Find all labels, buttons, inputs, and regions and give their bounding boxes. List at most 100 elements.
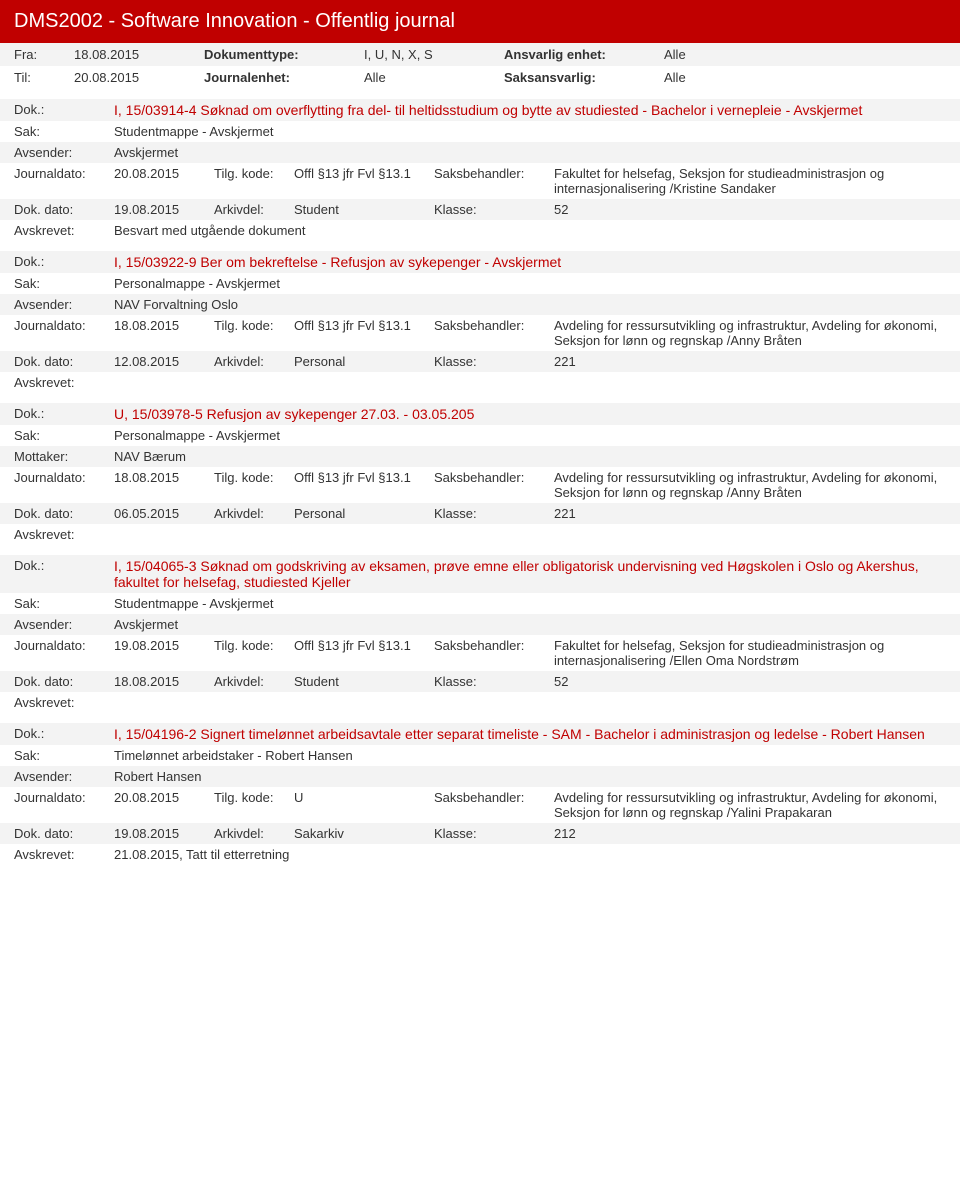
- party-row: Avsender:NAV Forvaltning Oslo: [0, 294, 960, 315]
- tilg-value: Offl §13 jfr Fvl §13.1: [294, 318, 434, 333]
- klasse-label: Klasse:: [434, 202, 554, 217]
- dok-label: Dok.:: [14, 406, 114, 421]
- arkivdel-value: Personal: [294, 354, 434, 369]
- party-row: Avsender:Avskjermet: [0, 142, 960, 163]
- arkivdel-label: Arkivdel:: [214, 354, 294, 369]
- tilg-label: Tilg. kode:: [214, 166, 294, 181]
- dokdato-label: Dok. dato:: [14, 674, 114, 689]
- tilg-label: Tilg. kode:: [214, 318, 294, 333]
- sak-row: Sak:Personalmappe - Avskjermet: [0, 273, 960, 294]
- avskrevet-label: Avskrevet:: [14, 527, 114, 542]
- dok-label: Dok.:: [14, 558, 114, 573]
- saksbehandler-value: Fakultet for helsefag, Seksjon for studi…: [554, 166, 946, 196]
- journal-entry: Dok.:I, 15/04065-3 Søknad om godskriving…: [0, 555, 960, 713]
- avskrevet-label: Avskrevet:: [14, 375, 114, 390]
- dok-title: I, 15/04196-2 Signert timelønnet arbeids…: [114, 726, 946, 742]
- fra-value: 18.08.2015: [74, 47, 204, 62]
- party-label: Avsender:: [14, 145, 114, 160]
- journaldato-row: Journaldato:18.08.2015Tilg. kode:Offl §1…: [0, 315, 960, 351]
- dokdato-label: Dok. dato:: [14, 506, 114, 521]
- saksbehandler-value: Fakultet for helsefag, Seksjon for studi…: [554, 638, 946, 668]
- fra-label: Fra:: [14, 47, 74, 62]
- journaldato-label: Journaldato:: [14, 790, 114, 805]
- ansvarlig-value: Alle: [664, 47, 686, 62]
- entries-container: Dok.: I, 15/03914-4 Søknad om overflyttin…: [0, 99, 960, 865]
- arkivdel-value: Personal: [294, 506, 434, 521]
- arkivdel-value: Sakarkiv: [294, 826, 434, 841]
- journaldato-value: 20.08.2015: [114, 790, 214, 805]
- sak-value: Personalmappe - Avskjermet: [114, 276, 946, 291]
- dokdato-value: 18.08.2015: [114, 674, 214, 689]
- dokdato-row: Dok. dato:19.08.2015Arkivdel:StudentKlas…: [0, 199, 960, 220]
- dok-label: Dok.:: [14, 726, 114, 741]
- klasse-label: Klasse:: [434, 674, 554, 689]
- party-label: Avsender:: [14, 769, 114, 784]
- journaldato-label: Journaldato:: [14, 638, 114, 653]
- party-value: Avskjermet: [114, 617, 946, 632]
- journaldato-value: 20.08.2015: [114, 166, 214, 181]
- page-header: DMS2002 - Software Innovation - Offentli…: [0, 0, 960, 43]
- sak-value: Studentmappe - Avskjermet: [114, 596, 946, 611]
- tilg-label: Tilg. kode:: [214, 638, 294, 653]
- avskrevet-row: Avskrevet:: [0, 372, 960, 393]
- tilg-value: Offl §13 jfr Fvl §13.1: [294, 638, 434, 653]
- dok-row: Dok.:I, 15/04196-2 Signert timelønnet ar…: [0, 723, 960, 745]
- journal-entry: Dok.:I, 15/03922-9 Ber om bekreftelse - …: [0, 251, 960, 393]
- dokdato-value: 12.08.2015: [114, 354, 214, 369]
- journal-entry: Dok.:I, 15/04196-2 Signert timelønnet ar…: [0, 723, 960, 865]
- sak-row: Sak:Studentmappe - Avskjermet: [0, 121, 960, 142]
- journaldato-row: Journaldato:19.08.2015Tilg. kode:Offl §1…: [0, 635, 960, 671]
- journaldato-label: Journaldato:: [14, 318, 114, 333]
- dokdato-label: Dok. dato:: [14, 826, 114, 841]
- journaldato-value: 18.08.2015: [114, 470, 214, 485]
- klasse-label: Klasse:: [434, 826, 554, 841]
- tilg-label: Tilg. kode:: [214, 790, 294, 805]
- party-value: NAV Forvaltning Oslo: [114, 297, 946, 312]
- dokdato-row: Dok. dato:19.08.2015Arkivdel:SakarkivKla…: [0, 823, 960, 844]
- sak-label: Sak:: [14, 276, 114, 291]
- journal-entry: Dok.:U, 15/03978-5 Refusjon av sykepenge…: [0, 403, 960, 545]
- dokdato-label: Dok. dato:: [14, 202, 114, 217]
- saksansvarlig-label: Saksansvarlig:: [504, 70, 664, 85]
- saksbehandler-label: Saksbehandler:: [434, 470, 554, 485]
- tilg-value: Offl §13 jfr Fvl §13.1: [294, 470, 434, 485]
- dokdato-value: 06.05.2015: [114, 506, 214, 521]
- saksbehandler-value: Avdeling for ressursutvikling og infrast…: [554, 318, 946, 348]
- avskrevet-row: Avskrevet:: [0, 524, 960, 545]
- party-row: Avsender:Avskjermet: [0, 614, 960, 635]
- dok-title: U, 15/03978-5 Refusjon av sykepenger 27.…: [114, 406, 946, 422]
- dok-label: Dok.:: [14, 254, 114, 269]
- dokdato-row: Dok. dato:18.08.2015Arkivdel:StudentKlas…: [0, 671, 960, 692]
- journaldato-row: Journaldato:20.08.2015Tilg. kode:USaksbe…: [0, 787, 960, 823]
- journaldato-row: Journaldato:18.08.2015Tilg. kode:Offl §1…: [0, 467, 960, 503]
- party-value: Avskjermet: [114, 145, 946, 160]
- saksansvarlig-value: Alle: [664, 70, 686, 85]
- journaldato-row: Journaldato:20.08.2015Tilg. kode:Offl §1…: [0, 163, 960, 199]
- klasse-value: 221: [554, 506, 946, 521]
- journalenhet-label: Journalenhet:: [204, 70, 364, 85]
- dokdato-value: 19.08.2015: [114, 202, 214, 217]
- journaldato-label: Journaldato:: [14, 470, 114, 485]
- dok-row: Dok.:I, 15/04065-3 Søknad om godskriving…: [0, 555, 960, 593]
- sak-label: Sak:: [14, 596, 114, 611]
- sak-label: Sak:: [14, 748, 114, 763]
- journal-entry: Dok.:I, 15/03914-4 Søknad om overflyttin…: [0, 99, 960, 241]
- avskrevet-value: Besvart med utgående dokument: [114, 223, 946, 238]
- party-label: Mottaker:: [14, 449, 114, 464]
- dok-title: I, 15/03914-4 Søknad om overflytting fra…: [114, 102, 946, 118]
- sak-row: Sak:Timelønnet arbeidstaker - Robert Han…: [0, 745, 960, 766]
- avskrevet-label: Avskrevet:: [14, 695, 114, 710]
- sak-value: Studentmappe - Avskjermet: [114, 124, 946, 139]
- party-value: NAV Bærum: [114, 449, 946, 464]
- dok-title: I, 15/03922-9 Ber om bekreftelse - Refus…: [114, 254, 946, 270]
- dokdato-label: Dok. dato:: [14, 354, 114, 369]
- sak-label: Sak:: [14, 428, 114, 443]
- saksbehandler-value: Avdeling for ressursutvikling og infrast…: [554, 470, 946, 500]
- saksbehandler-label: Saksbehandler:: [434, 166, 554, 181]
- saksbehandler-label: Saksbehandler:: [434, 318, 554, 333]
- arkivdel-label: Arkivdel:: [214, 202, 294, 217]
- tilg-value: U: [294, 790, 434, 805]
- sak-label: Sak:: [14, 124, 114, 139]
- sak-value: Personalmappe - Avskjermet: [114, 428, 946, 443]
- til-label: Til:: [14, 70, 74, 85]
